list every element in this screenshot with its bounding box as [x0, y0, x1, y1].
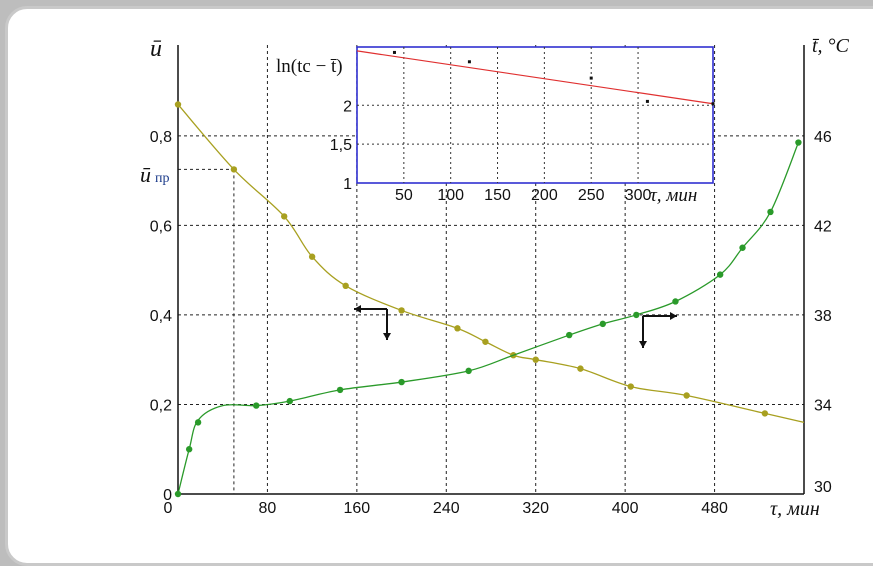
inset-x-tick-label: 200	[531, 187, 558, 204]
series-left-point	[280, 213, 288, 220]
series-left-point	[761, 410, 769, 417]
chart-svg: 0 80 160 240 320 400 480 0 0,2 0,4 0,6 0,8 30 34 38 42 4…	[140, 35, 850, 520]
series-right-point	[465, 367, 472, 375]
series-left-point	[454, 325, 461, 332]
x-tick-label: 240	[433, 500, 460, 517]
series-right-curve	[177, 142, 800, 495]
left-axis-indicator-arrow-down-head	[383, 333, 391, 340]
x-tick-label: 320	[522, 500, 549, 517]
right-axis-indicator-arrow-head	[670, 312, 677, 320]
x-axis-label: τ, мин	[770, 498, 820, 520]
series-left-point	[627, 383, 634, 390]
y-left-tick-label: 0	[163, 487, 172, 504]
inset-x-tick-label: 150	[484, 187, 511, 204]
series-left-point	[174, 101, 182, 108]
series-left-point	[577, 365, 584, 372]
inset-data-point	[467, 60, 471, 64]
y-left-tick-label: 0,4	[150, 308, 172, 325]
x-tick-label: 80	[259, 500, 277, 517]
inset-x-tick-label: 250	[578, 187, 605, 204]
inset-y-axis-label: ln(tc − t̄)	[276, 56, 343, 77]
inset-y-tick-label: 2	[343, 98, 352, 115]
y-left-tick-label: 0,8	[150, 129, 172, 146]
series-right-point	[672, 298, 679, 305]
series-left-point	[683, 392, 690, 399]
inset-y-tick-label: 1,5	[330, 137, 352, 154]
u-pr-label: ū пр	[140, 162, 170, 187]
series-left-point	[308, 253, 316, 260]
series-left-point	[398, 307, 405, 314]
series-right-point	[336, 386, 344, 394]
series-right-point	[633, 311, 640, 319]
series-right-point	[767, 208, 774, 216]
series-right-point	[566, 331, 573, 339]
series-left-point	[532, 356, 539, 363]
inset-data-point	[711, 102, 715, 106]
inset-x-axis-label: τ, мин	[650, 185, 697, 206]
series-right-point	[194, 419, 202, 426]
y-left-axis-label: ū	[150, 36, 162, 62]
inset-y-tick-label: 1	[343, 176, 352, 193]
inset-x-tick-label: 100	[437, 187, 464, 204]
y-right-tick-label: 42	[814, 218, 832, 235]
left-axis-indicator-arrow-head	[354, 305, 361, 313]
inset-x-tick-label: 300	[625, 187, 652, 204]
series-right-point	[599, 320, 606, 328]
right-axis-indicator-arrow-down-head	[639, 341, 647, 348]
series-left-point	[230, 166, 238, 173]
y-left-tick-label: 0,6	[150, 218, 172, 235]
x-tick-label: 480	[701, 500, 728, 517]
series-right-point	[286, 397, 293, 405]
y-left-tick-label: 0,2	[150, 397, 172, 414]
series-right-point	[253, 402, 260, 409]
inset-fit-line	[356, 50, 714, 105]
series-right-point	[174, 490, 182, 498]
y-right-tick-label: 30	[814, 479, 832, 496]
x-tick-label: 0	[164, 500, 173, 517]
inset-x-tick-label: 50	[395, 187, 413, 204]
series-left-point	[342, 282, 349, 290]
series-right-point	[716, 271, 724, 278]
y-right-tick-label: 46	[814, 129, 832, 146]
series-left-point	[482, 338, 489, 345]
inset-data-point	[645, 99, 649, 103]
series-right-point	[398, 378, 405, 386]
x-tick-label: 400	[612, 500, 639, 517]
inset-data-point	[589, 76, 593, 80]
y-right-axis-label: t̄, °C	[812, 35, 850, 57]
series-right-point	[739, 244, 746, 251]
x-tick-label: 160	[344, 500, 371, 517]
inset-frame	[356, 46, 714, 184]
series-right-point	[795, 139, 802, 146]
chart-frame: 0 80 160 240 320 400 480 0 0,2 0,4 0,6 0,8 30 34 38 42 4…	[5, 6, 873, 566]
y-right-tick-label: 34	[814, 397, 832, 414]
inset-data-point	[392, 50, 396, 54]
y-right-tick-label: 38	[814, 308, 832, 325]
series-right-point	[185, 446, 193, 453]
